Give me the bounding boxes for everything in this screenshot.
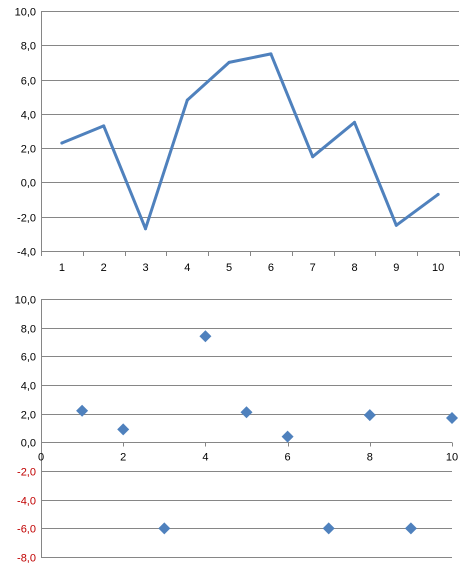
scatter-data-point [158,522,171,535]
scatter-chart-x-tick-label: 6 [285,452,291,464]
scatter-chart-y-tick-label: 8,0 [21,324,36,336]
scatter-data-point [363,409,376,422]
line-chart-x-tick-label: 7 [310,262,316,274]
line-chart-y-tick-label: 2,0 [21,144,36,156]
scatter-data-point [322,522,335,535]
scatter-chart-x-tick-label: 0 [38,452,44,464]
scatter-chart-y-tick-label: 2,0 [21,410,36,422]
line-data-point [227,60,231,64]
scatter-chart-y-tick-label: 6,0 [21,352,36,364]
line-chart-y-tick-label: 8,0 [21,41,36,53]
line-chart-y-tick-label: -2,0 [17,213,36,225]
scatter-data-point [281,430,294,443]
scatter-data-point [199,330,212,343]
scatter-chart-y-tick-label: 0,0 [21,438,36,450]
line-data-point [60,141,64,145]
scatter-data-point [404,522,417,535]
line-series [60,52,440,231]
scatter-data-point [446,411,458,424]
line-chart-x-tick-label: 8 [351,262,357,274]
line-chart: -4,0 -2,0 0,0 2,0 4,0 6,0 8,0 10,0 1 2 3 4 5 6 7 8 9 10 [15,7,460,274]
scatter-data-point [76,404,89,417]
line-data-point [185,98,189,102]
scatter-chart: -8,0 -6,0 -4,0 -2,0 0,0 2,0 4,0 6,0 8,0 10,0 0 2 4 6 8… [15,295,459,565]
line-chart-x-tick-label: 9 [393,262,399,274]
line-chart-x-tick-label: 4 [184,262,190,274]
line-data-point [144,227,147,231]
scatter-chart-y-tick-label: 4,0 [21,381,36,393]
line-chart-x-tick-label: 6 [268,262,274,274]
scatter-data-point [240,406,253,419]
line-chart-x-tick-label: 3 [142,262,148,274]
line-data-point [311,155,315,159]
scatter-chart-y-tick-label: 10,0 [15,295,36,307]
scatter-chart-y-tick-label: -2,0 [17,467,36,479]
scatter-chart-y-tick-label: -8,0 [17,553,36,565]
line-chart-x-tick-label: 1 [59,262,65,274]
line-data-point [269,52,273,56]
line-data-point [102,124,106,128]
line-chart-y-tick-label: 4,0 [21,110,36,122]
line-data-point [394,223,398,227]
line-chart-x-tick-label: 2 [101,262,107,274]
line-chart-y-tick-label: 6,0 [21,76,36,88]
scatter-chart-x-tick-label: 4 [202,452,208,464]
line-chart-x-tick-label: 5 [226,262,232,274]
scatter-chart-y-tick-label: -4,0 [17,496,36,508]
line-chart-x-tick-label: 10 [432,262,444,274]
scatter-data-point [117,423,130,436]
line-chart-y-tick-label: 0,0 [21,178,36,190]
scatter-chart-x-tick-label: 2 [120,452,126,464]
line-data-point [353,120,356,124]
scatter-chart-x-tick-label: 10 [446,452,458,464]
scatter-chart-y-tick-label: -6,0 [17,524,36,536]
line-chart-y-tick-label: 10,0 [15,7,36,19]
line-chart-y-tick-label: -4,0 [17,247,36,259]
scatter-chart-x-tick-label: 8 [367,452,373,464]
line-data-point [436,192,440,196]
